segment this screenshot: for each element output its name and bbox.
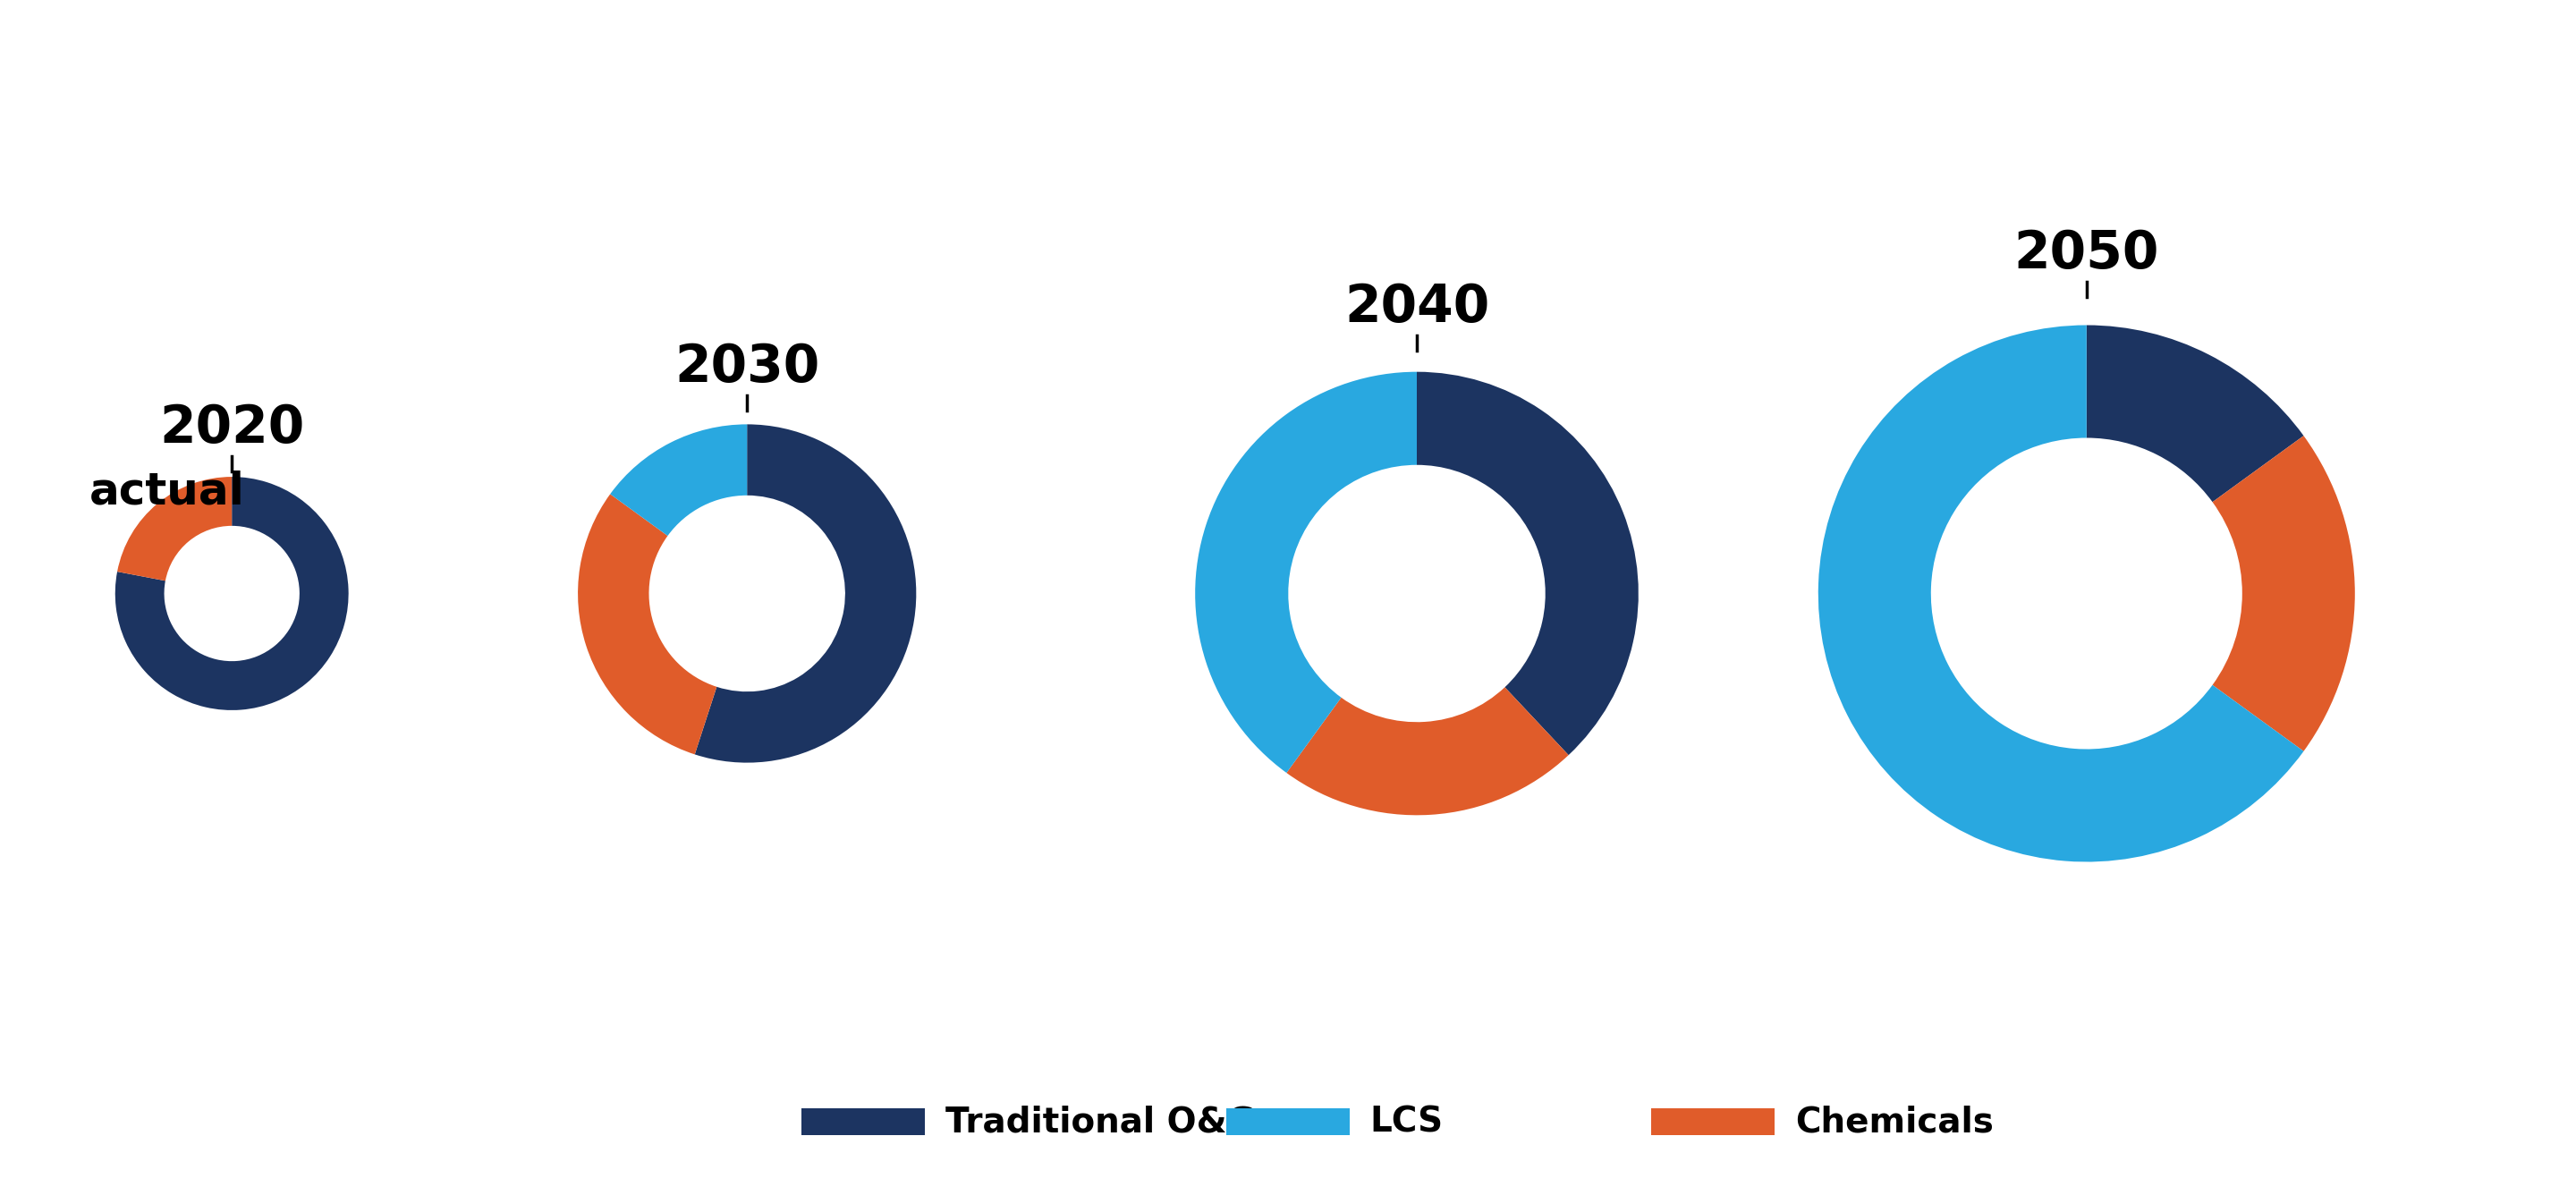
Wedge shape: [2213, 436, 2354, 751]
Wedge shape: [118, 477, 232, 580]
Text: Traditional O&G: Traditional O&G: [945, 1105, 1255, 1138]
Wedge shape: [1195, 372, 1417, 773]
Wedge shape: [2087, 325, 2303, 502]
Wedge shape: [577, 494, 716, 755]
Text: LCS: LCS: [1370, 1105, 1443, 1138]
Text: actual: actual: [90, 470, 245, 513]
Wedge shape: [611, 424, 747, 535]
Wedge shape: [696, 424, 917, 763]
Text: Chemicals: Chemicals: [1795, 1105, 1994, 1138]
Text: 2050: 2050: [2014, 228, 2159, 279]
Text: 2030: 2030: [675, 342, 819, 393]
Wedge shape: [1417, 372, 1638, 755]
Wedge shape: [1819, 325, 2303, 862]
Wedge shape: [1285, 687, 1569, 815]
Wedge shape: [116, 477, 348, 710]
Text: 2020: 2020: [160, 402, 304, 453]
Text: 2040: 2040: [1345, 281, 1489, 332]
